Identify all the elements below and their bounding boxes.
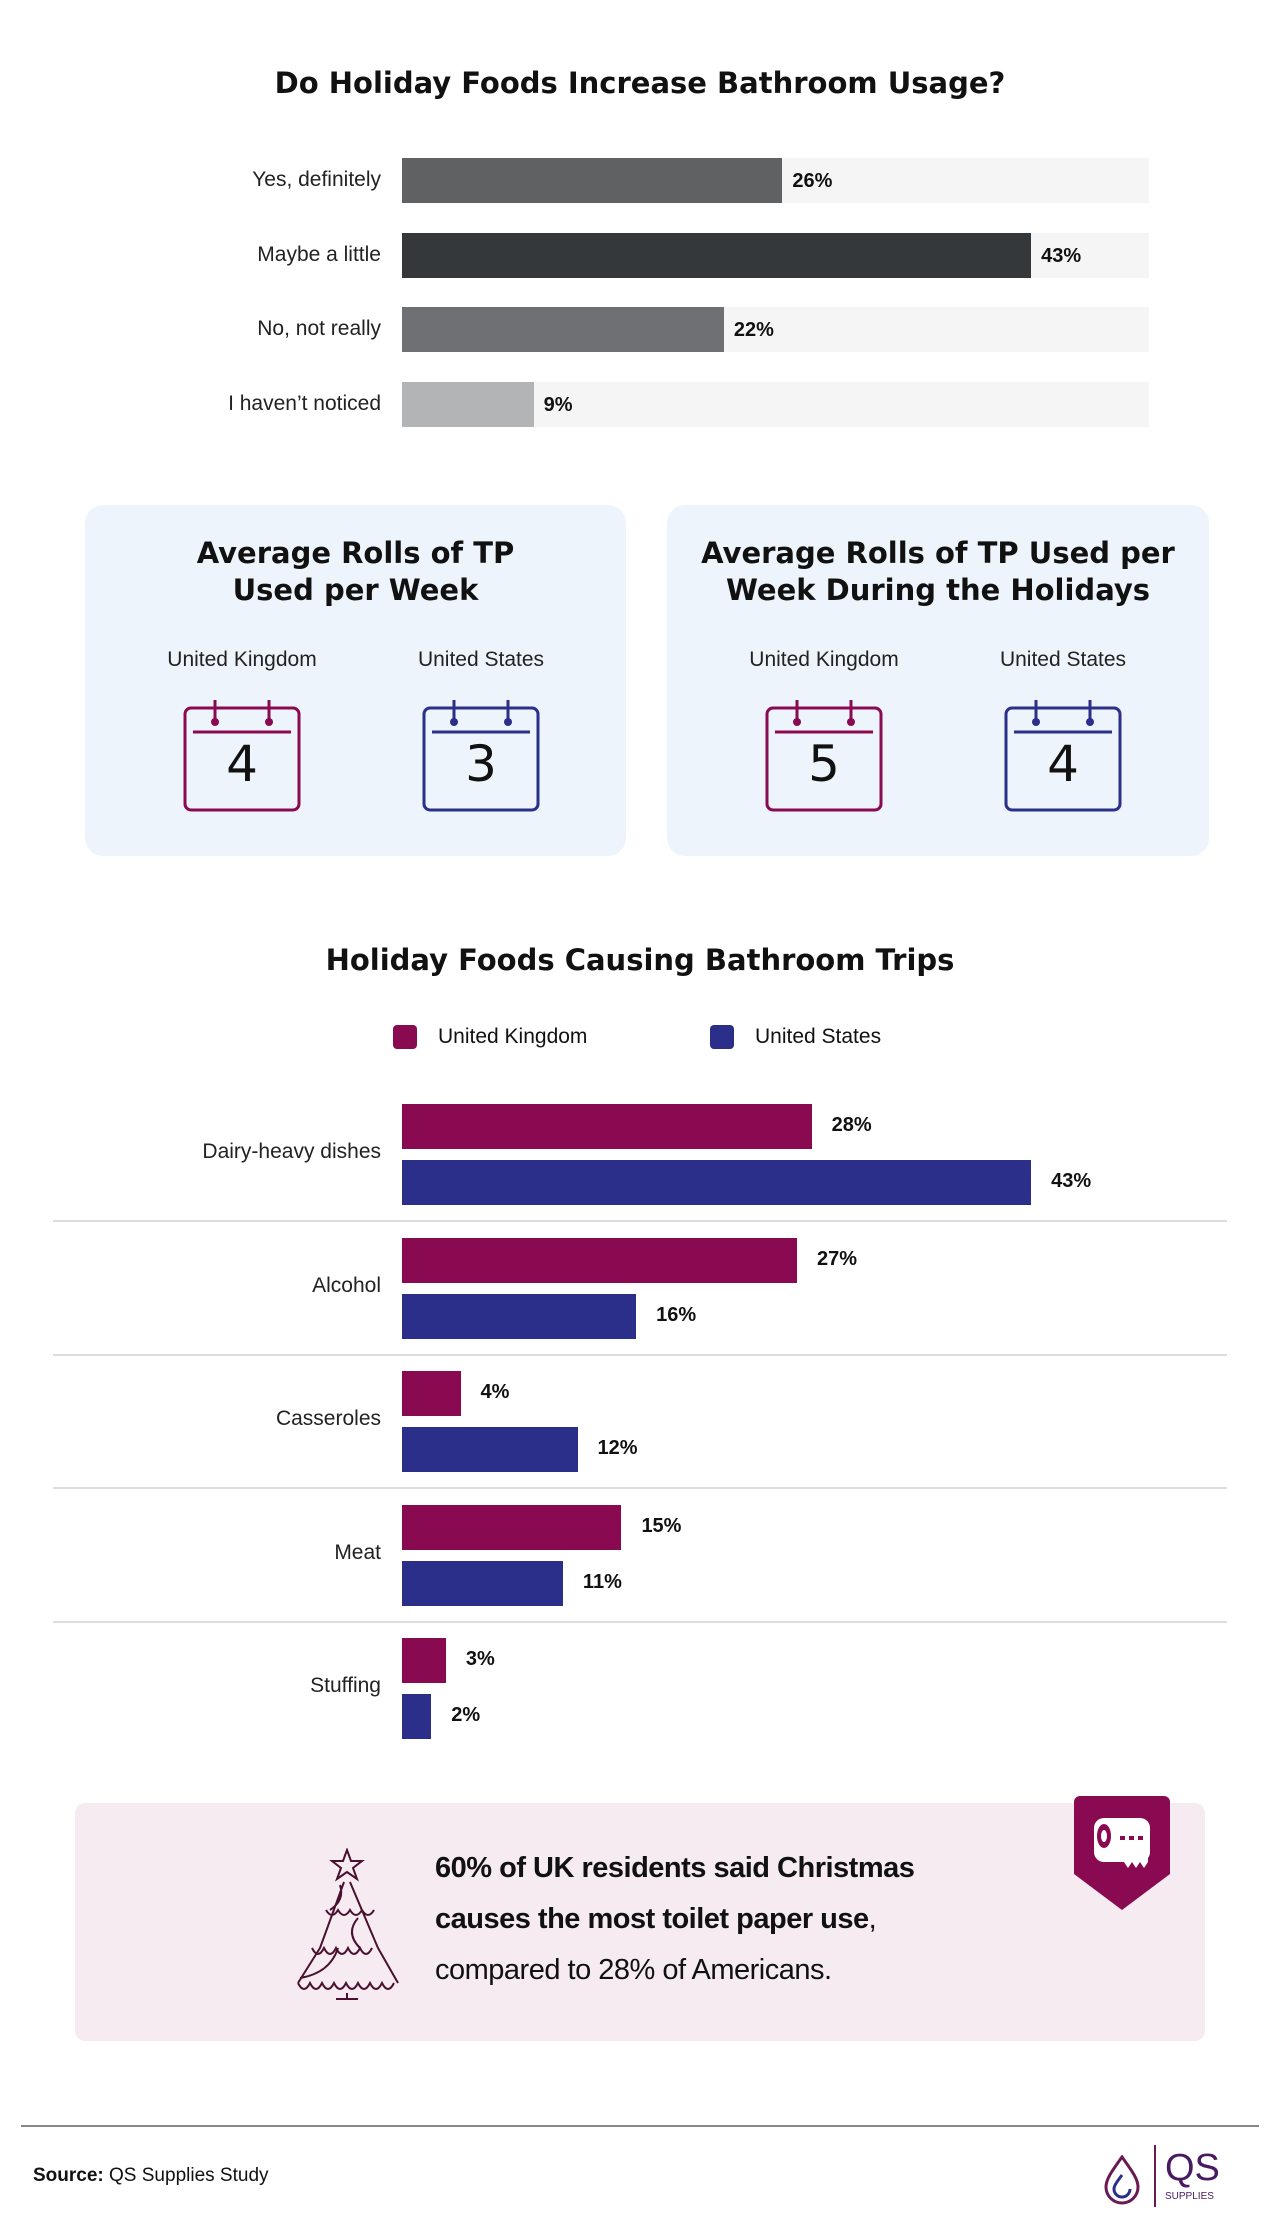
row-separator	[53, 1220, 1227, 1222]
chart1-title: Do Holiday Foods Increase Bathroom Usage…	[274, 66, 1006, 100]
card-title-line: Week During the Holidays	[725, 573, 1151, 607]
bar	[402, 232, 1032, 278]
chart2-title: Holiday Foods Causing Bathroom Trips	[325, 943, 955, 977]
legend-us-swatch	[710, 1025, 734, 1049]
bar	[402, 158, 783, 203]
value-label: 26%	[792, 170, 833, 192]
callout-line1: 60% of UK residents said Christmas	[435, 1852, 915, 1884]
country-label: United States	[999, 648, 1127, 671]
country-label: United States	[417, 648, 545, 671]
category-label: Yes, definitely	[252, 168, 381, 191]
value-label: 28%	[831, 1114, 872, 1136]
legend-us-label: United States	[755, 1025, 882, 1048]
callout-line3: compared to 28% of Americans.	[435, 1954, 832, 1986]
row-separator	[53, 1353, 1227, 1356]
bar	[402, 307, 724, 352]
callout-line2-bold: causes the most toilet paper use	[435, 1903, 869, 1935]
country-label: United Kingdom	[167, 648, 317, 671]
category-label: Dairy-heavy dishes	[202, 1140, 381, 1163]
row-separator	[53, 1620, 1227, 1623]
card-title-line: Average Rolls of TP Used per	[701, 536, 1175, 570]
calendar-icon	[765, 700, 883, 812]
source-label: Source:	[33, 2165, 104, 2186]
calendar-value: 3	[465, 735, 497, 793]
category-label: Casseroles	[275, 1407, 381, 1430]
value-label: 12%	[597, 1437, 638, 1459]
callout-line2: causes the most toilet paper use,	[435, 1903, 877, 1936]
bar-us	[402, 1160, 1032, 1205]
card-title-line: Used per Week	[232, 573, 479, 607]
card-title: Average Rolls of TP Used per Week	[85, 535, 626, 609]
value-label: 9%	[543, 393, 573, 416]
calendar-value: 4	[1047, 735, 1079, 793]
calendar-value: 4	[226, 735, 258, 793]
value-label: 2%	[451, 1704, 481, 1726]
card-holidays: Average Rolls of TP Used per Week During …	[667, 505, 1209, 856]
logo-sub: SUPPLIES	[1165, 2191, 1214, 2202]
card-title-line: Average Rolls of TP	[196, 536, 515, 570]
value-label: 3%	[465, 1648, 495, 1670]
bar-uk	[402, 1638, 446, 1683]
calendar-icon	[1004, 700, 1122, 812]
calendar-icon	[183, 700, 301, 812]
footer-divider	[21, 2125, 1259, 2127]
bar-uk	[402, 1504, 622, 1550]
value-label: 43%	[1041, 244, 1082, 267]
value-label: 11%	[582, 1570, 622, 1593]
callout-line2-suffix: ,	[868, 1903, 877, 1935]
bar-us	[402, 1560, 563, 1606]
value-label: 22%	[733, 319, 774, 341]
category-label: I haven’t noticed	[228, 391, 381, 415]
value-label: 27%	[817, 1247, 858, 1270]
logo-text: QS	[1165, 2147, 1220, 2189]
value-label: 43%	[1051, 1170, 1092, 1192]
category-label: Meat	[334, 1540, 381, 1564]
logo-divider	[1154, 2145, 1156, 2207]
source-note: Source: QS Supplies Study	[33, 2165, 269, 2187]
toilet-paper-icon	[1074, 1796, 1170, 1910]
card-title: Average Rolls of TP Used per Week During …	[667, 535, 1209, 609]
logo-drop-icon	[1104, 2155, 1140, 2205]
bar-us	[402, 1427, 578, 1472]
value-label: 16%	[656, 1303, 697, 1326]
calendar-value: 5	[808, 735, 840, 793]
bar-us	[402, 1694, 432, 1739]
category-label: No, not really	[257, 317, 381, 340]
qs-logo: QS SUPPLIES	[1102, 2145, 1232, 2209]
bar	[402, 381, 534, 427]
legend-uk-swatch	[393, 1025, 417, 1049]
legend-uk-label: United Kingdom	[438, 1025, 588, 1048]
callout-box	[75, 1803, 1205, 2041]
category-label: Stuffing	[310, 1674, 381, 1697]
category-label: Alcohol	[312, 1273, 381, 1297]
christmas-tree-icon	[297, 1848, 399, 2000]
value-label: 4%	[480, 1381, 510, 1403]
country-label: United Kingdom	[749, 648, 899, 671]
bar-uk	[402, 1104, 812, 1149]
calendar-icon	[422, 700, 540, 812]
value-label: 15%	[641, 1514, 682, 1537]
bar-uk	[402, 1237, 797, 1283]
source-text: QS Supplies Study	[109, 2165, 269, 2186]
bar-uk	[402, 1371, 461, 1416]
category-label: Maybe a little	[257, 242, 381, 266]
bar-us	[402, 1293, 637, 1339]
card-weekly: Average Rolls of TP Used per Week United K…	[85, 505, 626, 856]
row-separator	[53, 1487, 1227, 1489]
